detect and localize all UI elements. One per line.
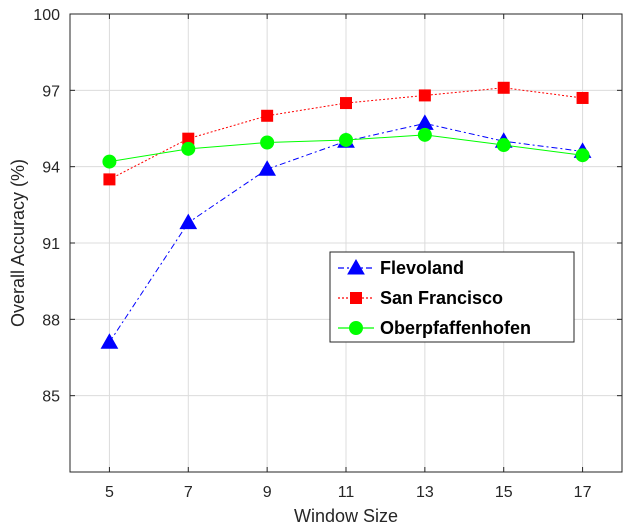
legend-box bbox=[329, 251, 575, 343]
y-tick-label: 100 bbox=[33, 7, 60, 24]
data-point bbox=[103, 173, 116, 186]
data-point bbox=[497, 81, 510, 94]
data-point bbox=[417, 127, 432, 142]
data-point bbox=[340, 97, 352, 110]
legend-marker bbox=[350, 292, 362, 304]
data-point bbox=[100, 333, 119, 349]
legend-item: San Francisco bbox=[338, 288, 503, 308]
data-point bbox=[261, 109, 274, 122]
x-tick-label: 7 bbox=[184, 484, 193, 501]
data-point bbox=[576, 91, 589, 104]
grid bbox=[70, 13, 622, 472]
legend: Flevoland San Francisco Oberpfaffenhofen bbox=[329, 251, 575, 343]
y-tick-label: 97 bbox=[42, 83, 60, 100]
legend-label: Oberpfaffenhofen bbox=[380, 318, 531, 338]
data-point bbox=[260, 135, 275, 150]
series-san-francisco bbox=[103, 81, 589, 186]
x-axis-ticks: 5 7 9 11 13 15 17 bbox=[105, 14, 592, 501]
data-point bbox=[496, 138, 511, 153]
legend-marker bbox=[347, 258, 365, 275]
x-tick-label: 15 bbox=[495, 484, 513, 501]
legend-label: Flevoland bbox=[380, 258, 464, 278]
legend-marker bbox=[349, 321, 363, 335]
x-tick-label: 9 bbox=[263, 484, 272, 501]
x-axis-label: Window Size bbox=[294, 506, 398, 526]
data-point bbox=[102, 154, 117, 169]
legend-label: San Francisco bbox=[380, 288, 503, 308]
x-tick-label: 17 bbox=[574, 484, 592, 501]
y-axis-ticks: 85 88 91 94 97 100 bbox=[33, 7, 622, 406]
x-tick-label: 13 bbox=[416, 484, 434, 501]
data-point bbox=[575, 148, 590, 163]
y-tick-label: 88 bbox=[42, 312, 60, 329]
data-point bbox=[418, 89, 431, 102]
data-point bbox=[179, 213, 198, 230]
y-tick-label: 94 bbox=[42, 160, 60, 177]
legend-item: Oberpfaffenhofen bbox=[338, 318, 531, 338]
data-point bbox=[181, 141, 196, 156]
x-tick-label: 5 bbox=[105, 484, 114, 501]
legend-items: Flevoland San Francisco Oberpfaffenhofen bbox=[338, 258, 531, 338]
x-tick-label: 11 bbox=[338, 484, 355, 501]
data-point bbox=[339, 132, 353, 147]
y-axis-label: Overall Accuracy (%) bbox=[8, 159, 28, 327]
y-tick-label: 85 bbox=[42, 389, 60, 406]
legend-item: Flevoland bbox=[338, 258, 464, 278]
data-point bbox=[258, 160, 277, 176]
series-layer bbox=[100, 81, 592, 349]
y-tick-label: 91 bbox=[42, 236, 60, 253]
series-oberpfaffenhofen bbox=[102, 127, 590, 169]
